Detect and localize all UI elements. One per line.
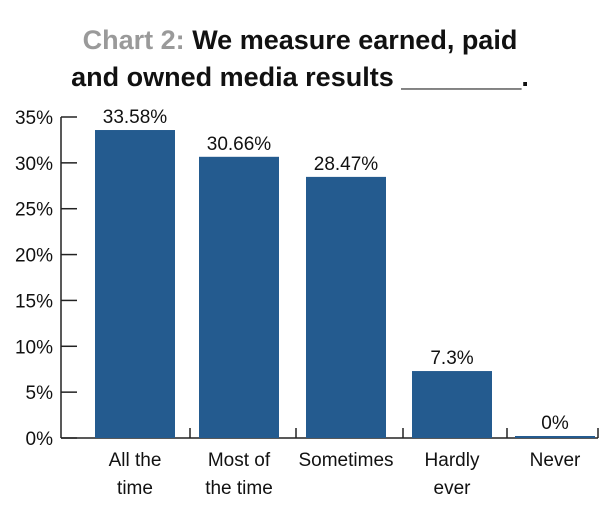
bar [306, 176, 386, 438]
bar [199, 156, 279, 438]
x-category-label: the time [205, 478, 273, 499]
y-tick-label: 35% [15, 108, 53, 129]
chart-title-line-2: and owned media results ________. [71, 62, 529, 92]
bar-value-label: 28.47% [314, 154, 379, 175]
x-category-label: Never [530, 450, 581, 471]
x-category-label: ever [434, 478, 472, 499]
y-tick-label: 20% [15, 246, 53, 267]
x-category-label: Most of [208, 450, 271, 471]
x-category-label: Sometimes [298, 450, 393, 471]
bar-value-label: 33.58% [103, 107, 168, 128]
bar-value-label: 7.3% [430, 348, 473, 369]
y-tick-label: 0% [26, 429, 54, 450]
bar-value-label: 30.66% [207, 134, 272, 155]
y-tick-label: 25% [15, 200, 53, 221]
chart-title-line-1: Chart 2: We measure earned, paid [0, 22, 600, 59]
bar [412, 371, 492, 438]
bar [515, 436, 595, 438]
y-tick-label: 10% [15, 337, 53, 358]
x-category-label: Hardly [425, 450, 480, 471]
x-category-label: time [117, 478, 153, 499]
bar [95, 130, 175, 438]
chart-title-main: We measure earned, paid [192, 25, 518, 55]
chart-title: Chart 2: We measure earned, paid and own… [0, 22, 600, 96]
x-category-label: All the [109, 450, 162, 471]
chart-title-prefix: Chart 2: [82, 25, 185, 55]
y-tick-label: 5% [26, 383, 54, 404]
bar-value-label: 0% [541, 413, 569, 434]
y-tick-label: 15% [15, 291, 53, 312]
y-tick-label: 30% [15, 154, 53, 175]
